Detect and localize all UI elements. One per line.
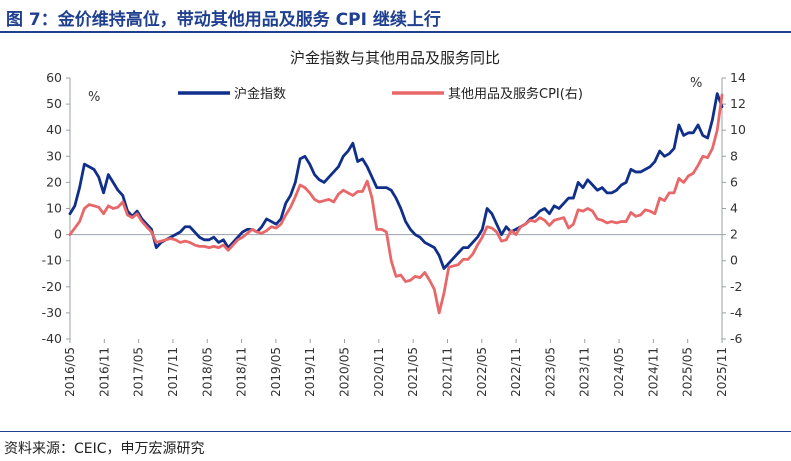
left-axis-unit: % — [88, 90, 100, 105]
x-tick-label: 2024/05 — [612, 347, 626, 397]
legend: 沪金指数 其他用品及服务CPI(右) — [178, 86, 583, 102]
right-tick-label: 14 — [730, 70, 746, 85]
left-tick-label: -30 — [42, 305, 62, 320]
footer-rule — [0, 431, 791, 432]
source-note: 资料来源：CEIC，申万宏源研究 — [4, 441, 205, 457]
left-tick-label: 20 — [46, 174, 62, 189]
plot-lines — [68, 92, 724, 315]
x-tick-label: 2016/11 — [97, 347, 111, 397]
x-tick-label: 2024/11 — [646, 347, 660, 397]
legend-label-cpi: 其他用品及服务CPI(右) — [448, 86, 583, 102]
right-tick-label: 2 — [730, 227, 738, 242]
right-tick-label: -4 — [730, 305, 743, 320]
left-tick-label: 60 — [46, 70, 62, 85]
series-line-gold-index — [68, 92, 724, 270]
left-tick-label: -20 — [42, 279, 62, 294]
right-tick-label: 8 — [730, 148, 738, 163]
figure-header: 图 7：金价维持高位，带动其他用品及服务 CPI 继续上行 — [0, 0, 791, 33]
chart: 沪金指数与其他用品及服务同比 % % 沪金指数 其他用品及服务CPI(右) -4… — [42, 49, 746, 397]
x-tick-label: 2025/11 — [715, 347, 729, 397]
x-tick-label: 2022/05 — [475, 347, 489, 397]
left-tick-label: 10 — [46, 201, 62, 216]
series-line-other-cpi — [68, 93, 724, 315]
chart-title: 沪金指数与其他用品及服务同比 — [290, 49, 500, 67]
x-tick-label: 2023/05 — [543, 347, 557, 397]
x-tick-label: 2017/05 — [132, 347, 146, 397]
figure-title: 图 7：金价维持高位，带动其他用品及服务 CPI 继续上行 — [6, 10, 441, 30]
x-tick-label: 2021/05 — [406, 347, 420, 397]
x-tick-label: 2016/05 — [63, 347, 77, 397]
left-tick-label: 0 — [54, 227, 62, 242]
right-tick-label: 6 — [730, 174, 738, 189]
right-axis-unit: % — [690, 76, 702, 91]
x-tick-label: 2021/11 — [440, 347, 454, 397]
x-tick-label: 2020/05 — [338, 347, 352, 397]
legend-label-gold: 沪金指数 — [234, 86, 286, 102]
header-rule — [0, 31, 791, 33]
figure-footer: 资料来源：CEIC，申万宏源研究 — [0, 431, 791, 461]
right-tick-label: -2 — [730, 279, 742, 294]
right-tick-label: 4 — [730, 201, 738, 216]
x-tick-label: 2022/11 — [509, 347, 523, 397]
x-tick-label: 2019/05 — [269, 347, 283, 397]
x-tick-label: 2018/05 — [200, 347, 214, 397]
x-tick-label: 2019/11 — [303, 347, 317, 397]
left-tick-label: -40 — [42, 331, 62, 346]
x-tick-label: 2018/11 — [235, 347, 249, 397]
x-tick-label: 2025/05 — [681, 347, 695, 397]
x-tick-label: 2020/11 — [372, 347, 386, 397]
axes: -40-30-20-100102030405060-6-4-2024681012… — [42, 70, 746, 397]
x-tick-label: 2017/11 — [166, 347, 180, 397]
right-tick-label: -6 — [730, 331, 743, 346]
left-tick-label: 40 — [46, 122, 62, 137]
right-tick-label: 12 — [730, 96, 746, 111]
left-tick-label: 50 — [46, 96, 62, 111]
left-tick-label: -10 — [42, 253, 62, 268]
left-tick-label: 30 — [46, 148, 62, 163]
right-tick-label: 0 — [730, 253, 738, 268]
right-tick-label: 10 — [730, 122, 746, 137]
x-tick-label: 2023/11 — [578, 347, 592, 397]
